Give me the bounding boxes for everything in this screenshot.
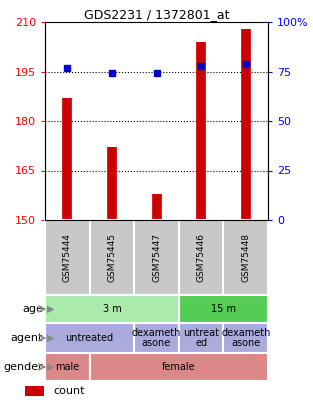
Bar (25, 386, 44, 396)
Text: 15 m: 15 m (211, 304, 236, 314)
Text: untreated: untreated (65, 333, 114, 343)
Text: agent: agent (10, 333, 43, 343)
Bar (134, 323, 179, 353)
Title: GDS2231 / 1372801_at: GDS2231 / 1372801_at (84, 8, 229, 21)
Bar (179, 295, 268, 323)
Text: count: count (53, 386, 85, 396)
Text: GSM75445: GSM75445 (107, 233, 116, 282)
Text: ▶: ▶ (47, 333, 55, 343)
Bar (90, 353, 268, 381)
Bar (45, 353, 90, 381)
Text: female: female (162, 362, 196, 372)
Text: GSM75447: GSM75447 (152, 233, 161, 282)
Text: male: male (55, 362, 80, 372)
Text: GSM75444: GSM75444 (63, 233, 72, 282)
Bar (45, 295, 179, 323)
Text: ▶: ▶ (47, 304, 55, 314)
Text: gender: gender (3, 362, 43, 372)
Bar (45, 323, 134, 353)
Text: GSM75448: GSM75448 (241, 233, 250, 282)
Text: ▶: ▶ (47, 362, 55, 372)
Text: 3 m: 3 m (103, 304, 121, 314)
Text: age: age (22, 304, 43, 314)
Bar (179, 323, 223, 353)
Text: dexameth
asone: dexameth asone (221, 328, 270, 347)
Text: GSM75446: GSM75446 (197, 233, 206, 282)
Text: untreat
ed: untreat ed (183, 328, 219, 347)
Bar (223, 323, 268, 353)
Text: dexameth
asone: dexameth asone (132, 328, 181, 347)
